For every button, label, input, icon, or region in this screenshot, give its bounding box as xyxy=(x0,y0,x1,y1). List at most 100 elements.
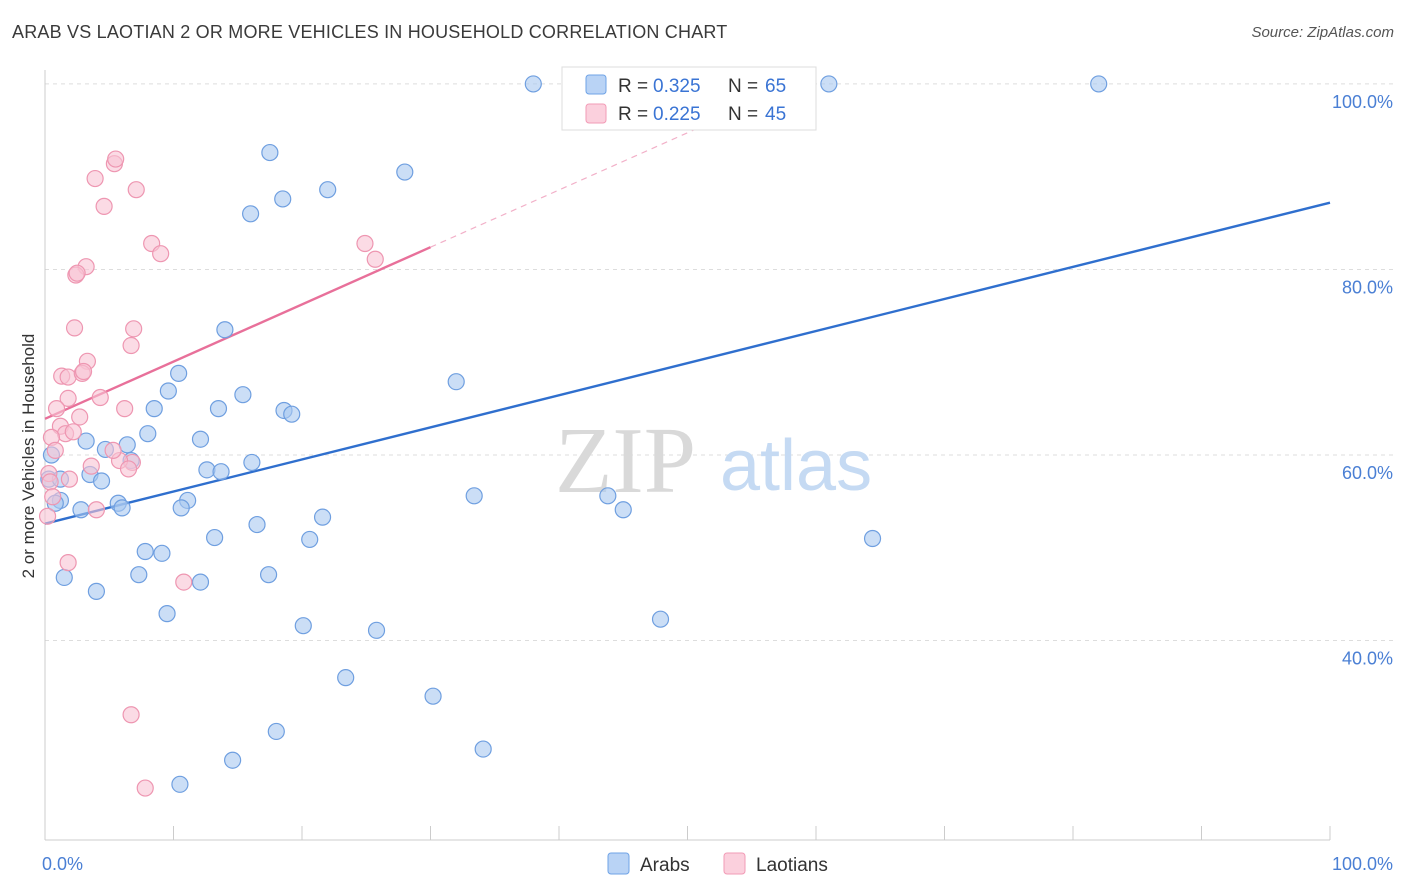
legend-bottom-swatch-arabs xyxy=(607,852,630,875)
y-tick-label-1: 80.0% xyxy=(1342,277,1393,297)
data-points xyxy=(38,75,1108,797)
laotian-point-37 xyxy=(175,573,193,591)
laotian-point-26 xyxy=(46,441,64,459)
arab-point-41 xyxy=(614,501,632,519)
laotian-point-35 xyxy=(87,501,106,519)
arab-point-57 xyxy=(367,621,386,639)
laotian-point-1 xyxy=(107,150,125,168)
arab-point-56 xyxy=(294,617,312,635)
arab-point-44 xyxy=(206,528,224,547)
laotian-point-21 xyxy=(47,400,66,418)
laotian-point-33 xyxy=(41,473,59,491)
legend-n-value-laotians: 45 xyxy=(765,104,786,125)
arab-point-40 xyxy=(72,501,90,519)
legend-bottom-swatch-laotians xyxy=(723,852,746,875)
laotian-point-43 xyxy=(74,362,93,381)
legend-bottom-label-laotians: Laotians xyxy=(756,855,828,876)
x-tick-label-0: 0.0% xyxy=(42,854,83,874)
laotian-point-40 xyxy=(104,441,122,459)
legend-bottom: Arabs Laotians xyxy=(607,852,828,876)
arab-point-39 xyxy=(113,499,131,517)
arab-point-50 xyxy=(259,566,278,584)
arab-point-53 xyxy=(87,582,106,600)
arab-point-6 xyxy=(319,181,337,199)
arab-point-58 xyxy=(337,669,355,687)
laotian-point-32 xyxy=(60,470,79,488)
legend-top: R = 0.325 N = 65 R = 0.225 N = 45 xyxy=(561,66,817,131)
arab-trend-line xyxy=(44,201,1331,525)
arab-point-9 xyxy=(216,321,234,339)
arab-point-60 xyxy=(267,722,285,741)
y-tick-label-2: 60.0% xyxy=(1342,463,1393,483)
arab-point-12 xyxy=(159,382,177,400)
arab-point-20 xyxy=(77,432,95,450)
laotian-point-19 xyxy=(91,388,109,407)
arab-point-63 xyxy=(171,775,189,793)
laotian-point-14 xyxy=(122,336,140,355)
laotian-point-7 xyxy=(152,245,170,263)
arab-point-14 xyxy=(145,400,163,418)
y-tick-label-0: 100.0% xyxy=(1332,92,1393,112)
arab-point-51 xyxy=(55,568,73,587)
arab-point-3 xyxy=(1090,75,1108,93)
legend-r-label-laotians: R = xyxy=(618,104,648,125)
laotian-point-2 xyxy=(86,169,104,188)
legend-swatch-arabs xyxy=(585,74,607,95)
arab-point-49 xyxy=(130,566,148,584)
legend-swatch-laotians xyxy=(585,103,607,124)
arab-point-4 xyxy=(261,143,279,162)
legend-n-label-laotians: N = xyxy=(728,104,758,125)
grid-lines xyxy=(45,83,1395,642)
laotian-point-4 xyxy=(95,197,113,215)
x-tick-label-1: 100.0% xyxy=(1332,854,1393,874)
chart-title: ARAB VS LAOTIAN 2 OR MORE VEHICLES IN HO… xyxy=(12,22,728,42)
arab-point-18 xyxy=(139,425,157,443)
arab-point-33 xyxy=(599,487,617,505)
laotian-point-13 xyxy=(125,320,143,338)
laotian-point-20 xyxy=(59,389,77,408)
laotian-point-30 xyxy=(119,460,138,478)
arab-point-55 xyxy=(651,610,670,628)
watermark-zip: ZIP xyxy=(555,409,696,513)
arab-point-11 xyxy=(447,373,465,391)
arab-point-15 xyxy=(209,400,228,418)
arab-point-52 xyxy=(191,573,210,591)
laotian-point-17 xyxy=(59,368,77,386)
arab-point-32 xyxy=(465,487,483,505)
arab-point-10 xyxy=(170,364,188,382)
arab-point-59 xyxy=(424,687,442,705)
laotian-point-38 xyxy=(122,706,140,724)
arab-point-42 xyxy=(313,508,332,526)
arab-point-62 xyxy=(224,751,242,769)
arab-point-46 xyxy=(863,529,882,548)
arab-point-19 xyxy=(191,430,210,448)
tick-labels: 100.0% 80.0% 60.0% 40.0% 0.0% 100.0% xyxy=(42,92,1393,874)
laotian-point-11 xyxy=(68,264,86,282)
arab-point-7 xyxy=(274,190,292,208)
laotian-point-8 xyxy=(366,250,384,268)
arab-point-54 xyxy=(158,605,176,623)
laotian-point-34 xyxy=(38,507,57,525)
legend-n-value-arabs: 65 xyxy=(765,76,786,97)
laotian-point-41 xyxy=(64,423,82,441)
legend-bottom-label-arabs: Arabs xyxy=(640,855,690,876)
arab-point-31 xyxy=(92,472,111,490)
laotian-point-36 xyxy=(59,554,77,572)
arab-point-0 xyxy=(524,75,542,93)
laotian-point-44 xyxy=(116,400,134,418)
arab-point-25 xyxy=(243,453,261,472)
legend-r-value-arabs: 0.325 xyxy=(653,76,701,97)
arab-point-27 xyxy=(212,463,230,481)
arab-point-38 xyxy=(172,499,190,517)
legend-r-value-laotians: 0.225 xyxy=(653,104,701,125)
laotian-point-42 xyxy=(44,488,62,506)
arab-point-45 xyxy=(301,530,319,549)
arab-point-47 xyxy=(136,542,154,561)
arab-point-48 xyxy=(153,544,171,562)
legend-r-label-arabs: R = xyxy=(618,76,648,97)
arab-point-5 xyxy=(396,163,414,181)
arab-point-2 xyxy=(820,75,838,93)
y-tick-label-3: 40.0% xyxy=(1342,649,1393,669)
laotian-point-39 xyxy=(136,779,154,797)
